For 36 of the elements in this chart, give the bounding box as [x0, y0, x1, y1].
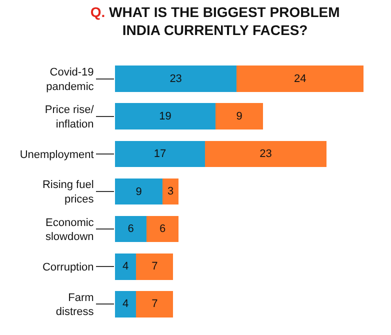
bar [136, 253, 174, 280]
y-tick-label: Corruption [42, 261, 94, 274]
bar [146, 216, 178, 242]
data-label: 23 [260, 148, 272, 160]
bar [236, 66, 364, 92]
y-tick-label: Rising fuel prices [42, 179, 94, 206]
chart-title: Q. WHAT IS THE BIGGEST PROBLEM INDIA CURRENTLY FACES? [90, 4, 340, 38]
y-tick-label: Covid-19 pandemic [46, 66, 94, 93]
bar [115, 216, 147, 242]
data-label: 6 [160, 223, 166, 236]
bar [204, 140, 327, 168]
bar [115, 103, 216, 130]
data-label: 3 [167, 186, 174, 198]
bar [115, 140, 205, 168]
bar [136, 291, 174, 318]
data-label: 9 [136, 186, 142, 198]
y-tick-label: Price rise/ inflation [44, 104, 95, 130]
data-label: 7 [152, 260, 158, 273]
y-tick-label: Farm distress [56, 292, 94, 318]
bar [162, 178, 178, 205]
bar [115, 253, 136, 280]
data-label: 24 [294, 73, 306, 86]
y-tick-label: Unemployment [20, 148, 94, 161]
bar [115, 178, 163, 205]
bar [215, 103, 264, 130]
data-label: 19 [159, 110, 172, 123]
data-label: 4 [122, 260, 129, 273]
data-label: 7 [152, 298, 158, 310]
data-label: 4 [122, 298, 129, 310]
bar [115, 66, 237, 92]
data-label: 17 [154, 148, 166, 160]
data-label: 6 [128, 223, 134, 236]
data-label: 23 [170, 73, 182, 86]
data-label: 9 [236, 110, 242, 123]
bar [115, 291, 136, 318]
y-tick-label: Economic slowdown [45, 216, 94, 244]
